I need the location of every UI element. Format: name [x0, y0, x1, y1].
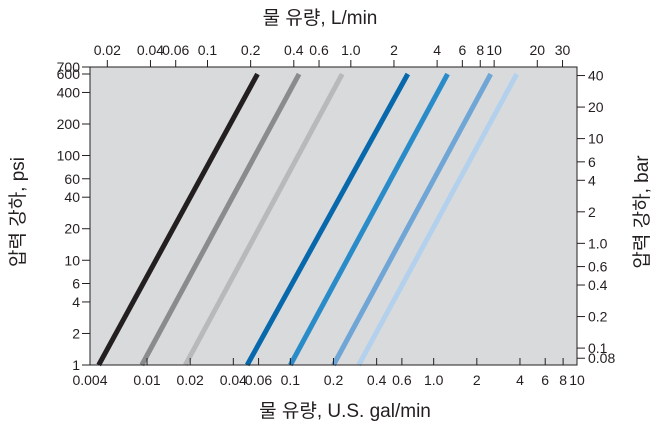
y-right-tick-label: 20 [588, 99, 604, 115]
y-right-tick-label: 0.4 [588, 277, 608, 293]
y-left-tick-label: 100 [57, 148, 81, 164]
y-right-tick-label: 0.6 [588, 259, 608, 275]
y-right-tick-label: 10 [588, 131, 604, 147]
x-bottom-tick-label: 0.004 [72, 372, 107, 388]
y-left-tick-label: 600 [57, 66, 81, 82]
y-axis-right: 0.080.1 0.2 0.4 0.6 1.0 2 4 6 10 20 40 [577, 68, 615, 366]
x-bottom-tick-label: 4 [516, 372, 524, 388]
y-left-tick-label: 700 [57, 59, 81, 75]
series-line-2 [139, 72, 302, 367]
y-left-tick-label: 200 [57, 116, 81, 132]
x-top-tick-label: 0.04 [137, 42, 164, 58]
y-right-tick-label: 40 [588, 68, 604, 84]
y-right-tick-label: 0.08 [588, 350, 615, 366]
x-axis-top-title: 물 유량, L/min [263, 7, 378, 29]
x-bottom-tick-label: 0.02 [177, 372, 204, 388]
x-bottom-tick-label: 0.01 [133, 372, 160, 388]
x-top-tick-label: 20 [529, 42, 545, 58]
y-left-tick-label: 60 [64, 171, 80, 187]
series-line-4 [245, 72, 411, 367]
y-left-tick-label: 4 [72, 294, 80, 310]
y-left-tick-label: 400 [57, 84, 81, 100]
x-bottom-tick-label: 8 [559, 372, 567, 388]
x-axis-bottom: 0.004 0.01 0.02 0.040.06 0.1 0.2 0.4 0.6 1.0 2 4 6 8… [72, 358, 585, 388]
series-line-5 [288, 72, 450, 367]
series-layer [96, 72, 519, 367]
x-top-tick-label: 10 [486, 42, 502, 58]
y-left-tick-label: 1 [72, 357, 80, 373]
y-right-tick-label: 0.2 [588, 309, 608, 325]
x-bottom-tick-label: 6 [541, 372, 549, 388]
y-left-tick-label: 2 [72, 325, 80, 341]
plot-background [90, 67, 577, 365]
y-right-tick-label: 1.0 [588, 235, 608, 251]
y-right-tick-label: 4 [588, 172, 596, 188]
y-left-tick-label: 20 [64, 221, 80, 237]
y-left-tick-label: 10 [64, 252, 80, 268]
x-axis-bottom-title: 물 유량, U.S. gal/min [259, 400, 431, 422]
x-top-tick-label: 0.1 [198, 42, 218, 58]
x-bottom-tick-label: 0.1 [281, 372, 301, 388]
x-top-tick-label: 0.06 [162, 42, 189, 58]
x-bottom-tick-label: 0.6 [392, 372, 412, 388]
y-left-tick-label: 6 [72, 275, 80, 291]
x-top-tick-label: 0.02 [94, 42, 121, 58]
y-right-tick-label: 2 [588, 204, 596, 220]
x-bottom-tick-label: 1.0 [424, 372, 444, 388]
x-top-tick-label: 30 [555, 42, 571, 58]
series-line-3 [183, 72, 345, 367]
x-top-tick-label: 0.4 [284, 42, 304, 58]
x-top-tick-label: 0.2 [241, 42, 261, 58]
series-line-1 [96, 72, 260, 367]
series-line-6 [331, 72, 493, 367]
x-bottom-tick-label: 10 [569, 372, 585, 388]
x-top-tick-label: 1.0 [341, 42, 361, 58]
y-left-tick-label: 40 [64, 189, 80, 205]
x-bottom-tick-label: 2 [473, 372, 481, 388]
y-right-tick-label: 0.1 [588, 340, 608, 356]
x-bottom-tick-label: 0.06 [245, 372, 272, 388]
y-right-tick-label: 6 [588, 154, 596, 170]
x-bottom-tick-label: 0.2 [324, 372, 344, 388]
x-top-tick-label: 0.6 [309, 42, 329, 58]
series-line-7 [356, 72, 519, 367]
x-top-tick-label: 2 [390, 42, 398, 58]
y-axis-left-title: 압력 강하, psi [7, 157, 29, 267]
y-axis-right-title: 압력 강하, bar [631, 155, 653, 269]
x-top-tick-label: 4 [433, 42, 441, 58]
x-bottom-tick-label: 0.4 [367, 372, 387, 388]
x-top-tick-label: 6 [458, 42, 466, 58]
x-axis-top: 0.02 0.040.06 0.1 0.2 0.4 0.6 1.0 2 4 6 8 10 20 30 [94, 42, 571, 67]
x-bottom-tick-label: 0.04 [220, 372, 247, 388]
x-top-tick-label: 8 [476, 42, 484, 58]
